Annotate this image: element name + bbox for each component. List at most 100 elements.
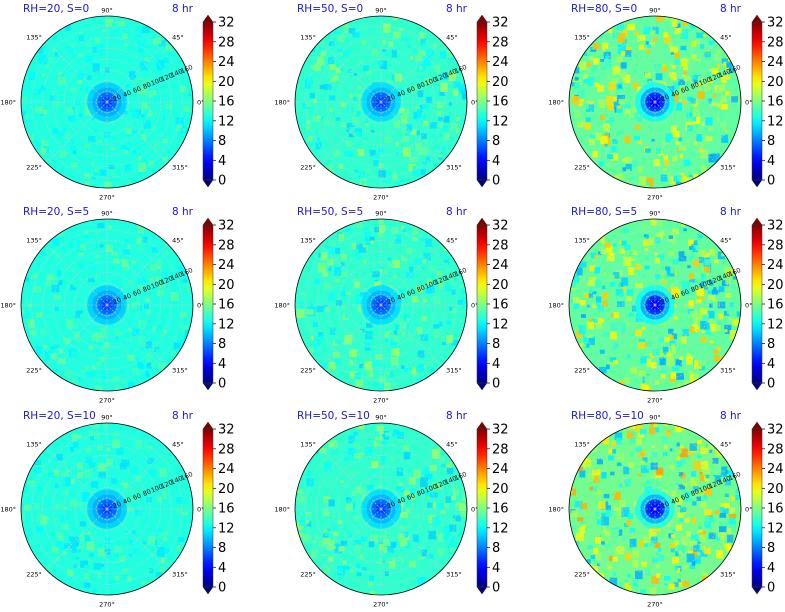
angle-label: 180°: [0, 302, 16, 310]
colorbar-max-arrow: [476, 421, 488, 430]
angle-label: 135°: [574, 440, 590, 448]
angle-label: 45°: [172, 33, 184, 41]
angle-label: 315°: [172, 571, 188, 579]
radial-label: 20: [660, 93, 671, 104]
angle-label: 135°: [300, 440, 316, 448]
angle-label: 90°: [649, 414, 661, 422]
time-label: 8 hr: [446, 3, 468, 15]
time-label: 8 hr: [446, 410, 468, 422]
panel-title: RH=50, S=10: [297, 410, 370, 422]
radial-label: 40: [670, 292, 681, 303]
colorbar-max-arrow: [476, 217, 488, 226]
angle-label: 225°: [300, 367, 316, 375]
radial-label: 80: [142, 80, 153, 91]
colorbar-tick-label: 24: [492, 55, 509, 70]
colorbar-tick-label: 12: [492, 317, 509, 332]
angle-label: 45°: [172, 440, 184, 448]
radial-label: 20: [112, 296, 123, 307]
radial-label: 20: [386, 296, 397, 307]
angle-label: 225°: [300, 164, 316, 172]
angle-label: 90°: [375, 210, 387, 218]
time-label: 8 hr: [172, 206, 194, 218]
colorbar-tick-label: 28: [218, 35, 235, 50]
angle-label: 135°: [574, 236, 590, 244]
radial-label: 60: [406, 492, 417, 503]
colorbar-tick-label: 4: [767, 561, 775, 576]
colorbar-tick-label: 32: [492, 423, 509, 438]
colorbar-tick-label: 12: [492, 114, 509, 129]
panel-title: RH=20, S=5: [23, 206, 89, 218]
colorbar-tick-label: 4: [218, 561, 226, 576]
angle-label: 270°: [647, 601, 663, 609]
colorbar-tick-label: 16: [767, 298, 784, 313]
panel-title: RH=80, S=10: [571, 410, 644, 422]
colorbar-tick-label: 16: [492, 298, 509, 313]
angle-label: 45°: [446, 236, 458, 244]
colorbar-tick-label: 24: [767, 258, 784, 273]
angle-label: 90°: [101, 7, 113, 15]
polar-frame: [294, 422, 468, 596]
angle-label: 225°: [26, 164, 42, 172]
angle-label: 90°: [101, 210, 113, 218]
angle-label: 135°: [300, 33, 316, 41]
colorbar-tick-label: 12: [218, 521, 235, 536]
colorbar-max-arrow: [751, 217, 763, 226]
colorbar-tick-label: 12: [767, 521, 784, 536]
colorbar-tick-label: 32: [218, 423, 235, 438]
angle-label: 135°: [574, 33, 590, 41]
polar-panel: 0°45°90°135°180°225°270°315°20 40 60 801001…: [548, 3, 783, 202]
radial-label: 40: [122, 89, 133, 100]
radial-label: 20: [112, 93, 123, 104]
polar-frame: [20, 422, 194, 596]
angle-label: 180°: [274, 506, 290, 514]
polar-frame: [294, 15, 468, 189]
colorbar-tick-label: 8: [767, 134, 775, 149]
angle-label: 225°: [574, 571, 590, 579]
colorbar-tick-label: 20: [492, 278, 509, 293]
colorbar-tick-label: 0: [767, 581, 775, 596]
colorbar-max-arrow: [476, 14, 488, 23]
colorbar-tick-label: 32: [767, 423, 784, 438]
colorbar-tick-label: 28: [492, 442, 509, 457]
angle-label: 180°: [0, 99, 16, 107]
polar-panel: 0°45°90°135°180°225°270°315°20 40 60 801001…: [548, 410, 783, 609]
colorbar-min-arrow: [476, 382, 488, 391]
radial-label: 80: [416, 80, 427, 91]
polar-panel: 0°45°90°135°180°225°270°315°20 40 60 801001…: [274, 3, 508, 202]
radial-label: 80: [690, 80, 701, 91]
angle-label: 270°: [99, 601, 115, 609]
angle-label: 135°: [26, 33, 42, 41]
colorbar-tick-label: 28: [218, 442, 235, 457]
angle-label: 0°: [745, 99, 752, 107]
angle-label: 315°: [720, 571, 736, 579]
angle-label: 315°: [720, 164, 736, 172]
angle-label: 0°: [745, 302, 752, 310]
colorbar-tick-label: 28: [492, 35, 509, 50]
radial-label: 40: [670, 89, 681, 100]
angle-label: 45°: [446, 440, 458, 448]
colorbar-tick-label: 20: [218, 482, 235, 497]
angle-label: 315°: [446, 164, 462, 172]
angle-label: 270°: [99, 194, 115, 202]
angle-label: 45°: [720, 236, 732, 244]
radial-label: 20: [112, 500, 123, 511]
radial-label: 40: [122, 496, 133, 507]
angle-label: 180°: [274, 302, 290, 310]
colorbar-tick-label: 16: [218, 95, 235, 110]
colorbar-max-arrow: [202, 217, 214, 226]
angle-label: 0°: [197, 302, 204, 310]
colorbar-tick-label: 24: [767, 55, 784, 70]
angle-label: 180°: [274, 99, 290, 107]
colorbar-tick-label: 24: [767, 462, 784, 477]
polar-panel: 0°45°90°135°180°225°270°315°20 40 60 801001…: [0, 206, 234, 405]
polar-panel: 0°45°90°135°180°225°270°315°20 40 60 801001…: [274, 206, 508, 405]
angle-label: 45°: [172, 236, 184, 244]
radial-label: 40: [122, 292, 133, 303]
polar-panel: 0°45°90°135°180°225°270°315°20 40 60 801001…: [548, 206, 783, 405]
radial-label: 60: [680, 288, 691, 299]
colorbar-tick-label: 4: [492, 561, 500, 576]
angle-label: 225°: [300, 571, 316, 579]
colorbar-tick-label: 4: [767, 357, 775, 372]
angle-label: 45°: [446, 33, 458, 41]
colorbar-tick-label: 8: [767, 541, 775, 556]
